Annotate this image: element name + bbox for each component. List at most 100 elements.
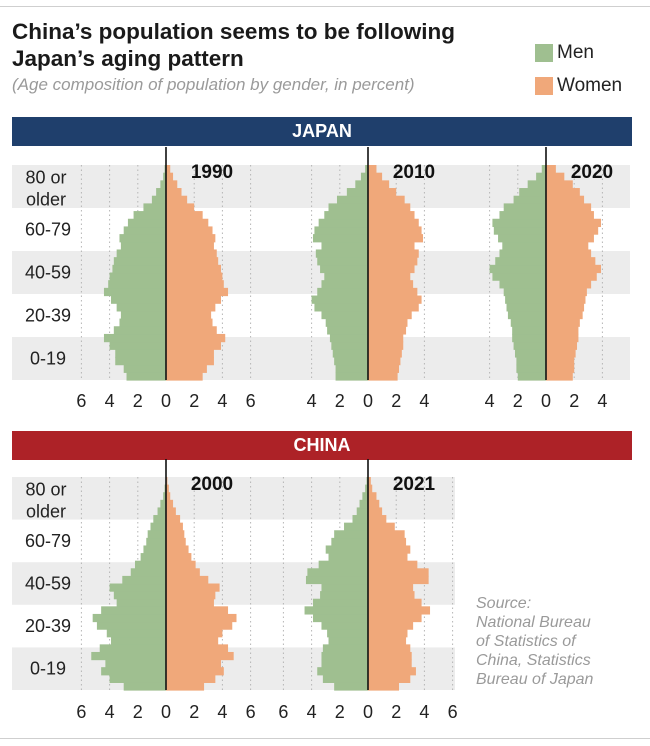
bar-women [166,295,221,304]
bar-men [120,241,166,251]
bar-women [546,211,594,220]
bar-women [166,644,229,653]
bar-men [109,674,166,683]
bar-women [546,165,556,174]
bar-women [546,333,579,343]
year-label: 2021 [393,474,436,495]
bar-men [320,264,368,274]
bar-men [123,226,166,235]
bar-women [546,341,578,350]
bar-men [519,188,546,197]
tick-label: 2 [513,391,523,411]
bar-women [166,310,212,320]
bar-men [116,303,166,312]
age-label: 40-59 [25,574,71,594]
bar-men [512,326,546,335]
bar-men [321,621,368,630]
bar-men [143,203,166,212]
source-line: Source: [476,595,532,612]
bar-men [541,165,546,174]
bar-women [368,606,431,615]
legend-swatch-women [535,77,553,95]
bar-men [156,188,166,197]
bar-men [120,310,166,320]
tick-label: 6 [246,702,256,722]
bar-women [368,349,402,358]
bar-women [166,515,181,524]
bar-men [322,674,368,683]
bar-women [368,629,408,638]
bar-men [365,165,368,174]
age-label: 60-79 [25,220,71,240]
japan-banner: JAPAN [12,117,632,146]
bar-men [334,530,368,539]
bar-men [492,272,546,281]
bar-women [546,364,575,373]
bar-men [499,280,546,289]
bar-women [546,218,601,228]
tick-label: 4 [419,702,429,722]
bar-women [166,484,169,493]
bar-men [314,226,368,235]
bar-women [368,484,373,493]
legend-item-women: Women [535,75,622,97]
bar-men [313,613,368,623]
bar-women [166,172,174,181]
bar-men [318,560,368,569]
age-label: 0-19 [30,349,66,369]
tick-label: 4 [419,391,429,411]
bar-women [368,621,414,630]
tick-label: 2 [391,391,401,411]
bar-women [368,280,414,289]
bar-women [368,598,422,607]
bar-men [332,349,368,358]
bar-women [166,568,200,577]
bar-women [546,241,589,251]
bar-women [166,349,214,358]
bar-men [160,499,166,509]
bar-women [166,333,226,343]
bar-women [368,257,418,266]
bar-women [368,674,411,683]
bar-women [368,226,422,235]
bar-women [546,295,586,304]
bar-women [368,537,407,547]
bar-women [166,211,203,220]
bar-men [324,272,368,281]
bar-women [166,280,224,289]
age-label: 40-59 [25,263,71,283]
bar-men [133,211,166,220]
bar-men [512,333,546,343]
bar-women [368,326,407,335]
top-rule [0,6,650,7]
bar-men [328,203,368,212]
bar-women [166,257,219,266]
bar-women [368,356,401,366]
tick-label: 2 [391,702,401,722]
bar-men [101,667,166,676]
bar-men [493,226,546,235]
tick-label: 4 [217,702,227,722]
bar-men [344,522,368,531]
bar-women [546,188,580,197]
tick-label: 4 [307,391,317,411]
bar-women [166,341,221,350]
bar-men [123,364,166,373]
bar-men [355,180,368,189]
bar-women [166,499,174,509]
bar-men [506,303,546,312]
bar-women [368,636,407,645]
bar-women [546,326,579,335]
bar-women [166,553,192,562]
bar-women [166,364,207,373]
bar-men [360,172,368,181]
source-line: of Statistics of [476,633,576,650]
bar-women [546,303,585,312]
bar-women [166,249,217,258]
bar-men [307,568,368,577]
bar-men [352,515,368,524]
bar-men [334,682,368,691]
bar-women [546,234,594,243]
bar-men [517,372,546,381]
bar-women [368,188,397,197]
